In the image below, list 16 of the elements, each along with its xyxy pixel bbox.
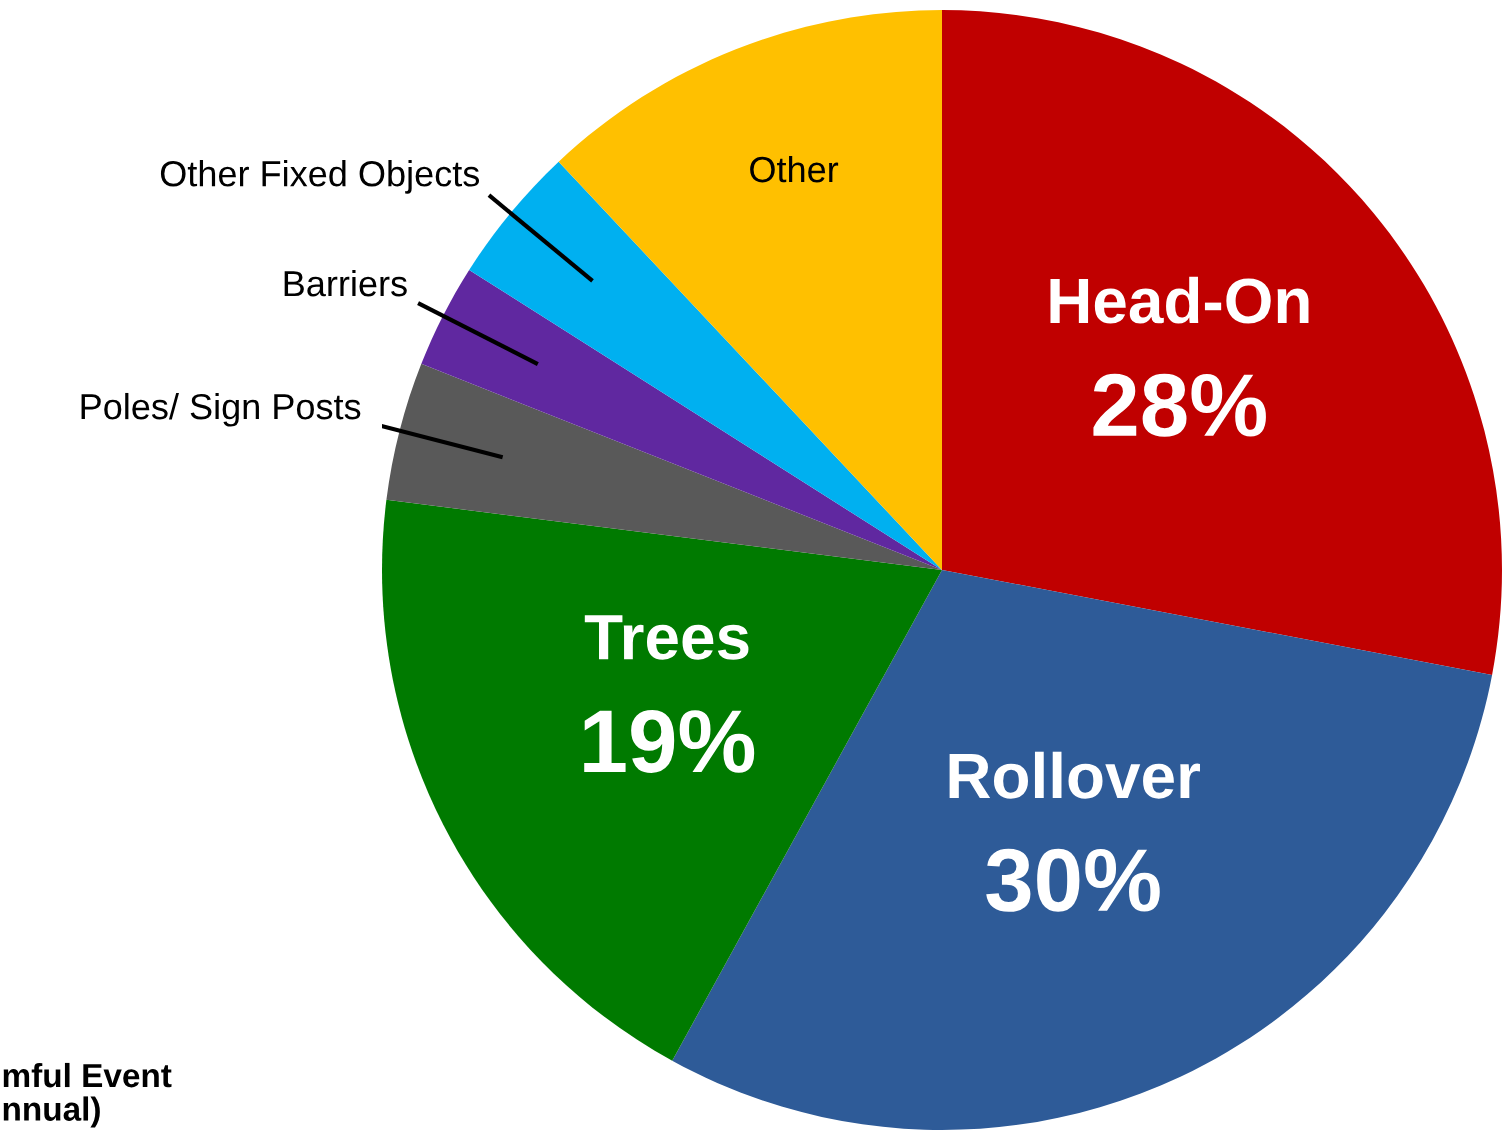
slice-label: Barriers [284, 269, 407, 297]
slice-label: Other [750, 155, 839, 183]
slice-label: Head-On [1050, 276, 1309, 324]
data-label: 19% [584, 709, 755, 773]
data-label: 28% [1093, 373, 1266, 437]
pie-slice [558, 10, 942, 570]
text: mful Event nnual) [3, 1062, 172, 1128]
pie-slice [386, 363, 942, 570]
slice-label: Trees [584, 615, 749, 660]
pie-slice [382, 499, 942, 1061]
pie-slice [942, 10, 1502, 675]
slice-label: Rollover [949, 751, 1200, 799]
slice-label: Poles/ Sign Posts [81, 392, 361, 427]
pie-slice [421, 269, 942, 570]
slice-label: Other Fixed Objects [160, 160, 480, 194]
data-label: 30% [986, 848, 1160, 912]
